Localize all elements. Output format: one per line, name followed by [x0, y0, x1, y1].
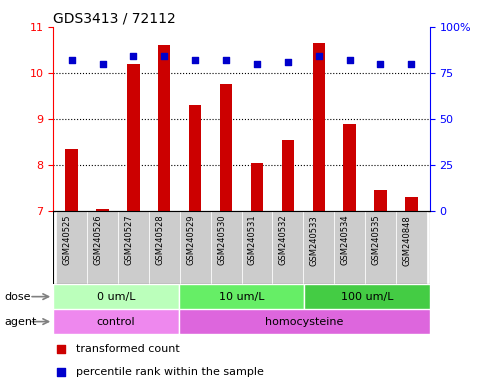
Text: GSM240525: GSM240525	[63, 215, 71, 265]
Bar	[220, 84, 232, 211]
Point	[253, 61, 261, 67]
Text: GSM240528: GSM240528	[156, 215, 164, 265]
Bar	[87, 211, 118, 284]
Bar	[304, 284, 430, 309]
Bar	[303, 211, 334, 284]
Bar	[396, 211, 427, 284]
Bar	[180, 211, 211, 284]
Bar	[56, 211, 87, 284]
Text: control: control	[97, 316, 135, 327]
Point	[99, 61, 106, 67]
Point	[284, 59, 292, 65]
Bar	[179, 284, 304, 309]
Text: GSM240532: GSM240532	[279, 215, 288, 265]
Bar	[149, 211, 180, 284]
Bar	[242, 211, 272, 284]
Point	[68, 57, 75, 63]
Bar	[272, 211, 303, 284]
Bar	[334, 211, 365, 284]
Text: GSM240531: GSM240531	[248, 215, 257, 265]
Point	[129, 53, 137, 60]
Text: 0 um/L: 0 um/L	[97, 291, 135, 302]
Point	[315, 53, 323, 60]
Point	[408, 61, 415, 67]
Text: agent: agent	[5, 316, 37, 327]
Bar	[405, 197, 417, 211]
Point	[160, 53, 168, 60]
Point	[57, 369, 65, 376]
Text: GSM240527: GSM240527	[125, 215, 133, 265]
Text: 10 um/L: 10 um/L	[219, 291, 264, 302]
Point	[57, 346, 65, 353]
Bar	[374, 190, 386, 211]
Bar	[313, 43, 325, 211]
Bar	[251, 163, 263, 211]
Text: homocysteine: homocysteine	[265, 316, 343, 327]
Text: GSM240526: GSM240526	[94, 215, 102, 265]
Point	[346, 57, 354, 63]
Text: GSM240533: GSM240533	[310, 215, 319, 266]
Text: percentile rank within the sample: percentile rank within the sample	[76, 367, 264, 377]
Bar	[189, 105, 201, 211]
Bar	[158, 45, 170, 211]
Bar	[97, 209, 109, 211]
Text: 100 um/L: 100 um/L	[341, 291, 393, 302]
Bar	[282, 140, 294, 211]
Text: GSM240534: GSM240534	[341, 215, 350, 265]
Text: GSM240535: GSM240535	[371, 215, 381, 265]
Bar	[179, 309, 430, 334]
Text: GSM240529: GSM240529	[186, 215, 195, 265]
Point	[191, 57, 199, 63]
Bar	[127, 64, 140, 211]
Bar	[53, 284, 179, 309]
Bar	[343, 124, 356, 211]
Point	[377, 61, 384, 67]
Point	[222, 57, 230, 63]
Bar	[53, 309, 179, 334]
Text: transformed count: transformed count	[76, 344, 180, 354]
Bar	[118, 211, 149, 284]
Bar	[211, 211, 242, 284]
Text: dose: dose	[5, 291, 31, 302]
Text: GSM240848: GSM240848	[402, 215, 412, 266]
Text: GDS3413 / 72112: GDS3413 / 72112	[53, 12, 176, 26]
Bar	[365, 211, 396, 284]
Text: GSM240530: GSM240530	[217, 215, 226, 265]
Bar	[66, 149, 78, 211]
